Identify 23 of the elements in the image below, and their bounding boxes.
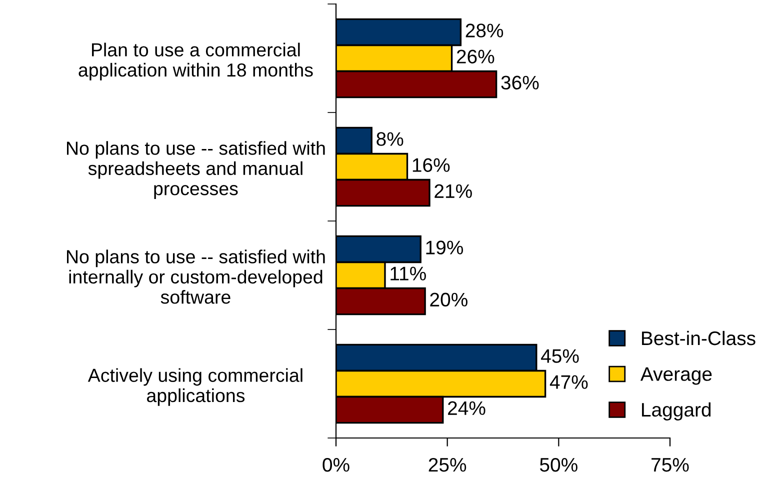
y-tick-label: No plans to use -- satisfied with spreadsheets and manual processes	[67, 141, 325, 199]
x-tick-label: 50%	[540, 458, 578, 472]
y-tick-label: Plan to use a commercial application within 18 months	[78, 42, 313, 80]
data-label: 8%	[376, 132, 404, 146]
data-label: 24%	[448, 401, 486, 415]
y-tick-label: No plans to use -- satisfied with internally or custom-developed software	[67, 250, 325, 304]
data-label: 19%	[426, 240, 464, 254]
y-tick-label: Actively using commercial applications	[88, 368, 302, 406]
data-label: 21%	[434, 184, 472, 198]
data-label: 26%	[456, 50, 494, 64]
legend-label: Laggard	[642, 402, 711, 420]
data-label: 20%	[430, 292, 468, 307]
data-label: 47%	[550, 375, 588, 389]
x-tick-label: 25%	[428, 458, 466, 472]
data-label: 45%	[541, 349, 579, 363]
legend-label: Average	[640, 367, 712, 385]
data-label: 16%	[412, 158, 450, 172]
x-tick-label: 75%	[652, 458, 689, 472]
legend-label: Best-in-Class	[642, 330, 756, 346]
data-label: 36%	[501, 76, 539, 90]
data-label: 28%	[466, 24, 504, 38]
data-label: 11%	[390, 266, 426, 280]
x-tick-label: 0%	[322, 458, 350, 472]
